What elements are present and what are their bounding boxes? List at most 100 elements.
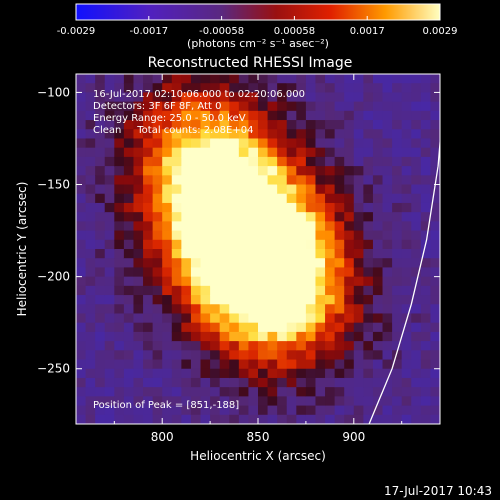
heatmap-pixel — [104, 396, 115, 407]
heatmap-pixel — [411, 414, 422, 424]
heatmap-pixel — [210, 295, 221, 305]
heatmap-pixel — [258, 276, 269, 287]
heatmap-pixel — [325, 276, 336, 287]
heatmap-pixel — [372, 239, 384, 250]
heatmap-pixel — [190, 295, 202, 305]
heatmap-pixel — [123, 101, 135, 112]
heatmap-pixel — [277, 184, 288, 195]
heatmap-pixel — [353, 101, 364, 112]
heatmap-pixel — [200, 129, 211, 140]
heatmap-pixel — [411, 405, 422, 416]
heatmap-pixel — [95, 295, 106, 305]
heatmap-pixel — [114, 83, 125, 94]
heatmap-pixel — [344, 129, 355, 140]
heatmap-pixel — [210, 285, 221, 296]
heatmap-pixel — [133, 414, 144, 424]
heatmap-pixel — [76, 377, 87, 388]
heatmap-pixel — [258, 387, 269, 397]
heatmap-pixel — [114, 359, 125, 370]
heatmap-pixel — [372, 359, 384, 370]
heatmap-pixel — [353, 74, 364, 84]
heatmap-pixel — [305, 313, 317, 324]
heatmap-pixel — [401, 396, 412, 407]
heatmap-pixel — [114, 110, 125, 121]
heatmap-pixel — [372, 175, 384, 186]
heatmap-pixel — [123, 249, 135, 259]
heatmap-pixel — [238, 350, 250, 361]
heatmap-pixel — [143, 285, 154, 296]
heatmap-pixel — [430, 83, 440, 94]
heatmap-pixel — [286, 249, 297, 259]
heatmap-pixel — [190, 313, 202, 324]
heatmap-pixel — [200, 166, 211, 176]
heatmap-pixel — [123, 92, 135, 103]
heatmap-pixel — [133, 129, 144, 140]
heatmap-pixel — [162, 313, 173, 324]
heatmap-pixel — [420, 138, 432, 149]
heatmap-pixel — [229, 359, 240, 370]
heatmap-pixel — [305, 212, 317, 222]
heatmap-pixel — [363, 304, 374, 315]
heatmap-pixel — [152, 202, 163, 213]
heatmap-pixel — [277, 212, 288, 222]
heatmap-pixel — [104, 258, 115, 269]
heatmap-pixel — [229, 313, 240, 324]
heatmap-pixel — [210, 110, 221, 121]
heatmap-pixel — [95, 230, 106, 241]
heatmap-pixel — [114, 405, 125, 416]
heatmap-pixel — [372, 83, 384, 94]
heatmap-pixel — [411, 138, 422, 149]
heatmap-pixel — [392, 405, 403, 416]
heatmap-pixel — [248, 212, 259, 222]
heatmap-pixel — [114, 267, 125, 278]
annotation-clean-counts: Clean Total counts: 2.08E+04 — [93, 125, 253, 136]
heatmap-pixel — [85, 313, 96, 324]
heatmap-pixel — [401, 193, 412, 204]
colorbar-tick-label: 0.0017 — [350, 26, 385, 37]
heatmap-pixel — [200, 313, 211, 324]
heatmap-pixel — [219, 396, 230, 407]
heatmap-pixel — [76, 166, 87, 176]
heatmap-pixel — [190, 101, 202, 112]
heatmap-pixel — [200, 101, 211, 112]
heatmap-pixel — [85, 221, 96, 232]
heatmap-pixel — [296, 221, 307, 232]
heatmap-pixel — [382, 368, 393, 379]
heatmap-pixel — [315, 295, 326, 305]
heatmap-pixel — [286, 202, 297, 213]
heatmap-pixel — [344, 341, 355, 351]
heatmap-pixel — [114, 175, 125, 186]
heatmap-pixel — [85, 120, 96, 130]
heatmap-pixel — [325, 267, 336, 278]
heatmap-pixel — [382, 120, 393, 130]
heatmap-pixel — [353, 387, 364, 397]
heatmap-pixel — [325, 377, 336, 388]
heatmap-pixel — [238, 276, 250, 287]
heatmap-pixel — [238, 249, 250, 259]
heatmap-pixel — [152, 295, 163, 305]
heatmap-pixel — [143, 184, 154, 195]
heatmap-pixel — [305, 387, 317, 397]
heatmap-pixel — [277, 193, 288, 204]
heatmap-pixel — [152, 359, 163, 370]
heatmap-pixel — [315, 276, 326, 287]
heatmap-pixel — [143, 147, 154, 158]
heatmap-pixel — [162, 230, 173, 241]
heatmap-pixel — [344, 110, 355, 121]
heatmap-pixel — [95, 304, 106, 315]
heatmap-pixel — [353, 230, 364, 241]
heatmap-pixel — [114, 368, 125, 379]
heatmap-pixel — [238, 295, 250, 305]
heatmap-pixel — [85, 193, 96, 204]
heatmap-pixel — [143, 193, 154, 204]
heatmap-pixel — [353, 221, 364, 232]
heatmap-pixel — [372, 129, 384, 140]
heatmap-pixel — [123, 120, 135, 130]
heatmap-pixel — [162, 129, 173, 140]
heatmap-pixel — [171, 184, 182, 195]
heatmap-pixel — [305, 350, 317, 361]
heatmap-pixel — [219, 267, 230, 278]
heatmap-pixel — [353, 267, 364, 278]
heatmap-pixel — [229, 258, 240, 269]
heatmap-pixel — [248, 350, 259, 361]
